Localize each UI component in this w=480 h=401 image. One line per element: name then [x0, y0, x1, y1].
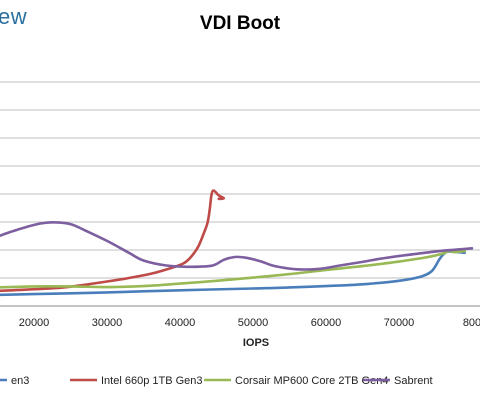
x-tick-label: 60000	[311, 317, 342, 329]
legend-label: Corsair MP600 Core 2TB Gen4	[235, 375, 388, 387]
x-tick-labels: 20000 30000 40000 50000 60000 70000 800	[19, 317, 480, 329]
legend-label: en3	[11, 375, 29, 387]
series-line-3	[0, 221, 474, 271]
x-tick-label: 50000	[238, 317, 269, 329]
x-tick-label: 40000	[165, 317, 196, 329]
x-axis-label: IOPS	[243, 337, 269, 349]
legend-label: Intel 660p 1TB Gen3	[101, 375, 203, 387]
gridlines	[0, 81, 480, 279]
x-tick-label: 30000	[92, 317, 123, 329]
series-line-1	[0, 189, 226, 293]
series-line-2	[0, 249, 466, 289]
x-tick-label: 70000	[384, 317, 415, 329]
chart-title: VDI Boot	[199, 13, 281, 34]
brand-logo: ew	[0, 4, 28, 29]
legend-label: Sabrent	[394, 375, 433, 387]
legend: en3 Intel 660p 1TB Gen3 Corsair MP600 Core…	[0, 375, 433, 387]
series-lines	[0, 189, 474, 297]
x-tick-label: 20000	[19, 317, 50, 329]
x-tick-label: 800	[463, 317, 480, 329]
